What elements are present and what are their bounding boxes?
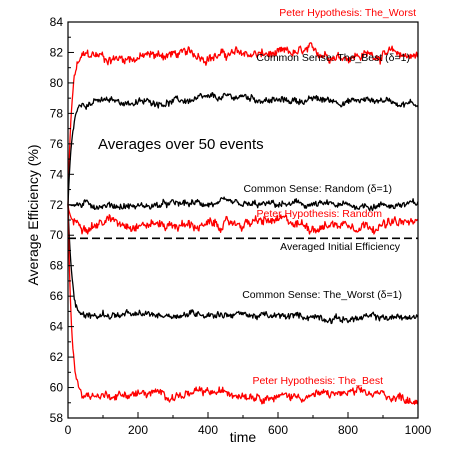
series-line-common-sense-random-1 — [67, 196, 419, 212]
y-tick-label: 82 — [50, 45, 64, 59]
y-tick-label: 62 — [50, 350, 64, 364]
series-line-peter-hypothesis-the-worst — [67, 42, 419, 205]
y-tick-label: 64 — [50, 320, 64, 334]
y-tick-label: 68 — [50, 259, 64, 273]
series-label-common-random: Common Sense: Random (δ=1) — [243, 183, 392, 195]
series-line-common-sense-the-worst-1 — [67, 204, 419, 325]
series-layer — [67, 42, 419, 405]
y-tick-label: 60 — [50, 381, 64, 395]
y-tick-label: 58 — [50, 411, 64, 425]
y-tick-label: 76 — [50, 137, 64, 151]
series-label-peter-the-worst: Peter Hypothesis: The_Worst — [279, 7, 416, 19]
reference-line-label: Averaged Initial Efficiency — [280, 241, 401, 253]
y-tick-label: 80 — [50, 76, 64, 90]
x-tick-label: 200 — [128, 423, 148, 437]
series-line-peter-hypothesis-random — [67, 204, 419, 235]
y-tick-label: 74 — [50, 167, 64, 181]
series-label-common-the-best: Common Sense: The_Best (δ=1) — [256, 52, 410, 64]
ticks-layer: 0 200 400 600 800 1000 58 60 62 64 66 68 70 72 74 76 78 8… — [50, 15, 432, 437]
x-tick-label: 1000 — [405, 423, 432, 437]
y-tick-label: 84 — [50, 15, 64, 29]
series-line-common-sense-the-best-1 — [67, 91, 419, 205]
plot-frame — [67, 21, 419, 419]
x-tick-label: 800 — [338, 423, 358, 437]
averages-annotation: Averages over 50 events — [98, 136, 264, 153]
series-label-peter-the-best: Peter Hypothesis: The_Best — [252, 375, 383, 387]
series-line-peter-hypothesis-the-best — [67, 204, 419, 405]
y-tick-label: 70 — [50, 228, 64, 242]
series-label-common-the-worst: Common Sense: The_Worst (δ=1) — [242, 289, 402, 301]
y-axis-title: Average Efficiency (%) — [25, 144, 41, 285]
x-tick-label: 600 — [268, 423, 288, 437]
y-tick-label: 78 — [50, 106, 64, 120]
y-tick-label: 72 — [50, 198, 64, 212]
x-axis-title: time — [230, 429, 257, 445]
x-tick-label: 400 — [198, 423, 218, 437]
y-tick-label: 66 — [50, 289, 64, 303]
x-tick-label: 0 — [65, 423, 72, 437]
series-label-peter-random: Peter Hypothesis: Random — [257, 208, 383, 220]
